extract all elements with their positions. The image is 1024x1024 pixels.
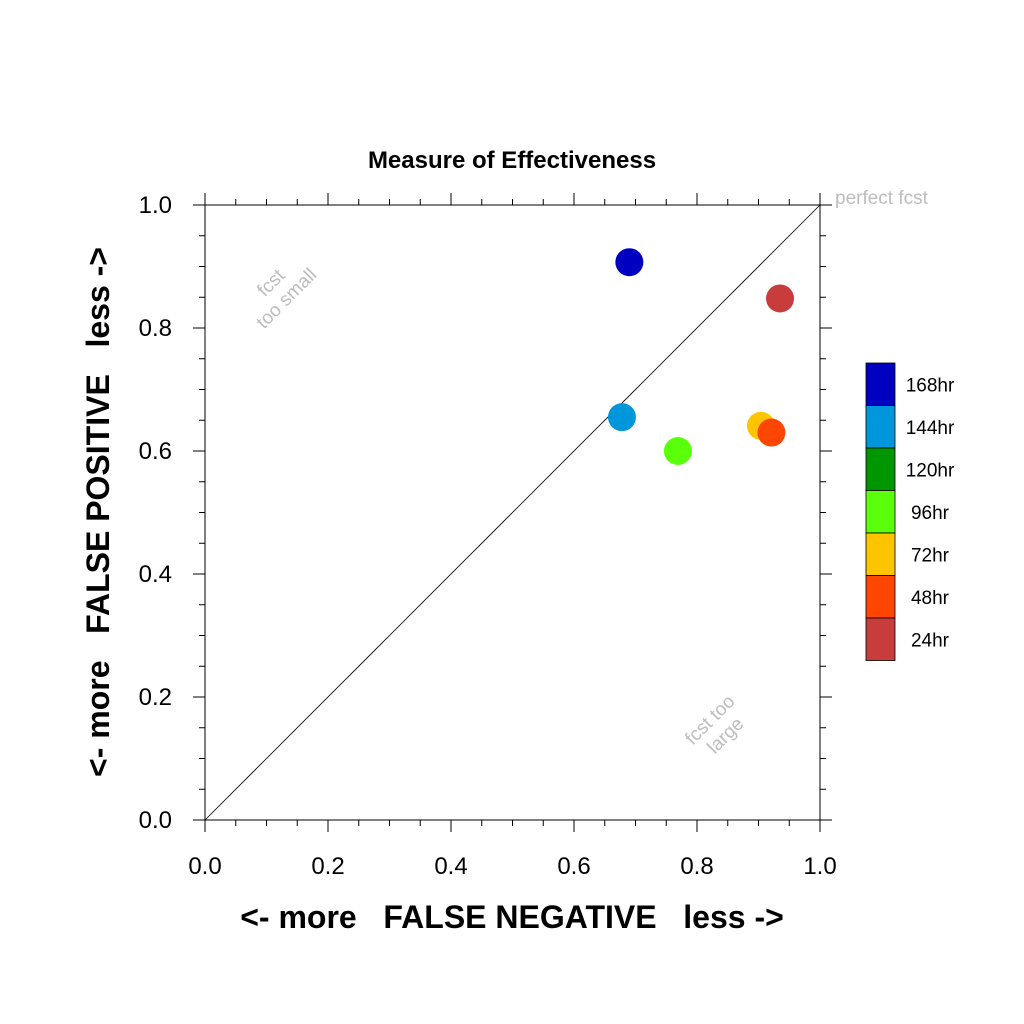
- x-tick-label: 1.0: [803, 853, 836, 880]
- y-tick-label: 1.0: [139, 192, 172, 219]
- legend-swatch-120hr: [865, 447, 896, 491]
- legend-label-168hr: 168hr: [906, 375, 955, 396]
- x-tick-labels: 0.0 0.2 0.4 0.6 0.8 1.0: [188, 853, 836, 880]
- x-tick-label: 0.2: [311, 853, 344, 880]
- legend-label-144hr: 144hr: [906, 418, 955, 439]
- point-96hr: [663, 437, 692, 465]
- x-tick-label: 0.6: [557, 853, 590, 880]
- legend-swatch-96hr: [865, 490, 896, 534]
- y-tick-label: 0.4: [139, 561, 172, 588]
- legend-label-48hr: 48hr: [911, 588, 950, 609]
- plot-area: 0.0 0.2 0.4 0.6 0.8 1.0 0.0 0.2 0.4 0.6 0.8 1.0: [139, 192, 837, 880]
- y-axis-label: <- more FALSE POSITIVE less ->: [80, 247, 116, 777]
- legend-swatch-48hr: [865, 575, 896, 619]
- point-144hr: [607, 403, 636, 432]
- legend: 168hr 144hr 120hr 96hr 72hr 48hr 24hr: [865, 362, 955, 661]
- y-tick-label: 0.0: [139, 807, 172, 834]
- legend-swatch-24hr: [865, 617, 896, 661]
- data-points: [607, 248, 795, 465]
- legend-label-120hr: 120hr: [906, 460, 955, 481]
- x-axis-label: <- more FALSE NEGATIVE less ->: [240, 899, 784, 935]
- annotation-small-line2: too small: [253, 265, 322, 334]
- y-tick-label: 0.6: [139, 438, 172, 465]
- y-tick-labels: 0.0 0.2 0.4 0.6 0.8 1.0: [139, 192, 172, 834]
- diagonal-line: [204, 204, 821, 821]
- point-48hr: [757, 418, 786, 447]
- point-168hr: [615, 248, 644, 277]
- y-tick-label: 0.8: [139, 315, 172, 342]
- point-24hr: [766, 284, 795, 313]
- legend-label-96hr: 96hr: [911, 503, 950, 524]
- annotation-fcst-too-large: fcst too large: [681, 691, 748, 758]
- chart-title: Measure of Effectiveness: [368, 147, 656, 174]
- legend-swatch-72hr: [865, 532, 896, 576]
- tick-marks: [193, 193, 832, 832]
- annotation-fcst-too-small: fcst too small: [253, 265, 322, 334]
- annotation-perfect-fcst: perfect fcst: [835, 188, 929, 209]
- legend-label-24hr: 24hr: [911, 630, 950, 651]
- legend-label-72hr: 72hr: [911, 545, 950, 566]
- x-tick-label: 0.4: [434, 853, 467, 880]
- legend-swatch-144hr: [865, 405, 896, 449]
- y-tick-label: 0.2: [139, 684, 172, 711]
- x-tick-label: 0.8: [680, 853, 713, 880]
- x-tick-label: 0.0: [188, 853, 221, 880]
- legend-swatch-168hr: [865, 362, 896, 406]
